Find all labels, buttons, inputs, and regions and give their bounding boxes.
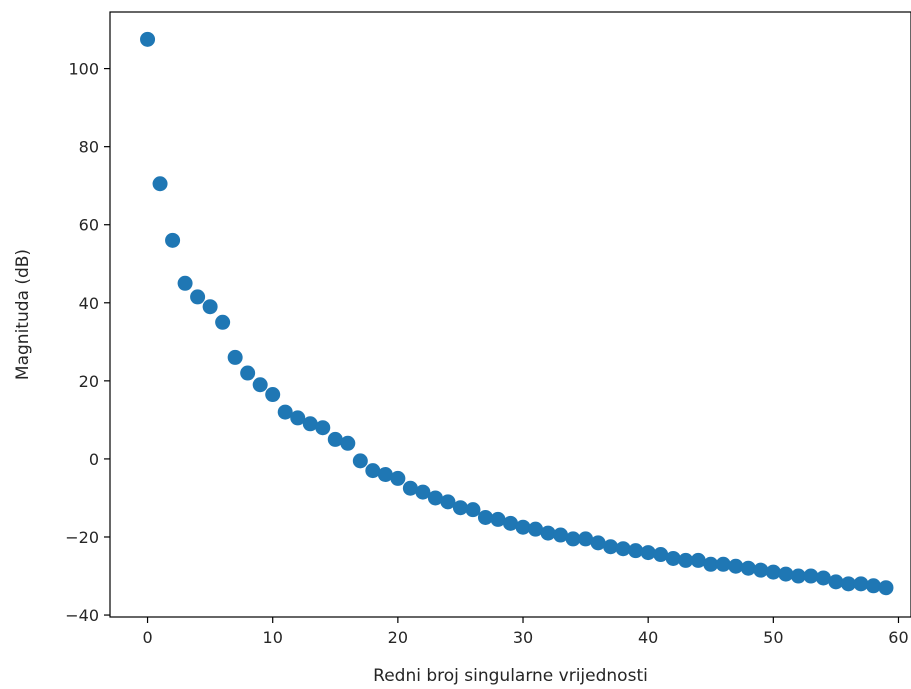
x-tick-label: 50 [763, 628, 783, 647]
data-point [828, 574, 844, 590]
y-tick-label: 40 [79, 294, 99, 313]
y-axis-label: Magnituda (dB) [13, 249, 33, 380]
data-point [240, 365, 256, 381]
data-point [528, 521, 544, 537]
data-point [365, 463, 381, 479]
data-point [703, 556, 719, 572]
data-point [815, 570, 831, 586]
data-point [628, 543, 644, 559]
y-tick-label: −20 [65, 528, 99, 547]
data-point [390, 470, 406, 486]
y-tick-label: 60 [79, 216, 99, 235]
data-point [465, 502, 481, 518]
data-point [340, 435, 356, 451]
data-point [553, 527, 569, 543]
data-point [665, 550, 681, 566]
data-point [190, 289, 206, 305]
data-point [402, 480, 418, 496]
data-point [565, 531, 581, 547]
y-axis-ticks: −40 −20 0 20 40 60 80 100 [65, 60, 110, 625]
data-point [878, 580, 894, 596]
data-point [415, 484, 431, 500]
y-tick-label: 80 [79, 138, 99, 157]
data-point [140, 31, 156, 47]
data-point [377, 467, 393, 483]
data-point [603, 539, 619, 555]
data-point [865, 578, 881, 594]
data-point [215, 314, 231, 330]
data-point [427, 490, 443, 506]
data-point [690, 552, 706, 568]
data-points [140, 31, 894, 596]
data-point [440, 494, 456, 510]
y-tick-label: 0 [89, 450, 99, 469]
data-point [315, 420, 331, 436]
data-point [515, 519, 531, 535]
data-point [853, 576, 869, 592]
x-axis-ticks: 0 10 20 30 40 50 60 [142, 617, 909, 647]
data-point [252, 377, 268, 393]
data-point [640, 545, 656, 561]
data-point [740, 560, 756, 576]
data-point [615, 541, 631, 557]
data-point [778, 566, 794, 582]
data-point [678, 552, 694, 568]
data-point [590, 535, 606, 551]
data-point [790, 568, 806, 584]
y-tick-label: −40 [65, 606, 99, 625]
data-point [352, 453, 368, 469]
data-point [765, 564, 781, 580]
x-tick-label: 60 [888, 628, 908, 647]
data-point [165, 232, 181, 248]
data-point [753, 562, 769, 578]
x-tick-label: 30 [513, 628, 533, 647]
data-point [277, 404, 293, 420]
x-tick-label: 10 [263, 628, 283, 647]
x-tick-label: 0 [142, 628, 152, 647]
data-point [202, 299, 218, 315]
data-point [452, 500, 468, 516]
x-axis-label: Redni broj singularne vrijednosti [373, 666, 648, 686]
plot-frame [109, 11, 911, 618]
data-point [840, 576, 856, 592]
data-point [490, 511, 506, 527]
x-tick-label: 40 [638, 628, 658, 647]
data-point [715, 556, 731, 572]
data-point [265, 387, 281, 403]
data-point [540, 525, 556, 541]
data-point [327, 431, 343, 447]
data-point [728, 558, 744, 574]
data-point [227, 349, 243, 365]
data-point [803, 568, 819, 584]
data-point [578, 531, 594, 547]
data-point [653, 547, 669, 563]
data-point [290, 410, 306, 426]
data-point [477, 509, 493, 525]
data-point [503, 515, 518, 531]
data-point [177, 275, 193, 291]
y-tick-label: 100 [68, 60, 99, 79]
data-point [152, 176, 168, 192]
x-tick-label: 20 [388, 628, 408, 647]
data-point [302, 416, 318, 432]
y-tick-label: 20 [79, 372, 99, 391]
